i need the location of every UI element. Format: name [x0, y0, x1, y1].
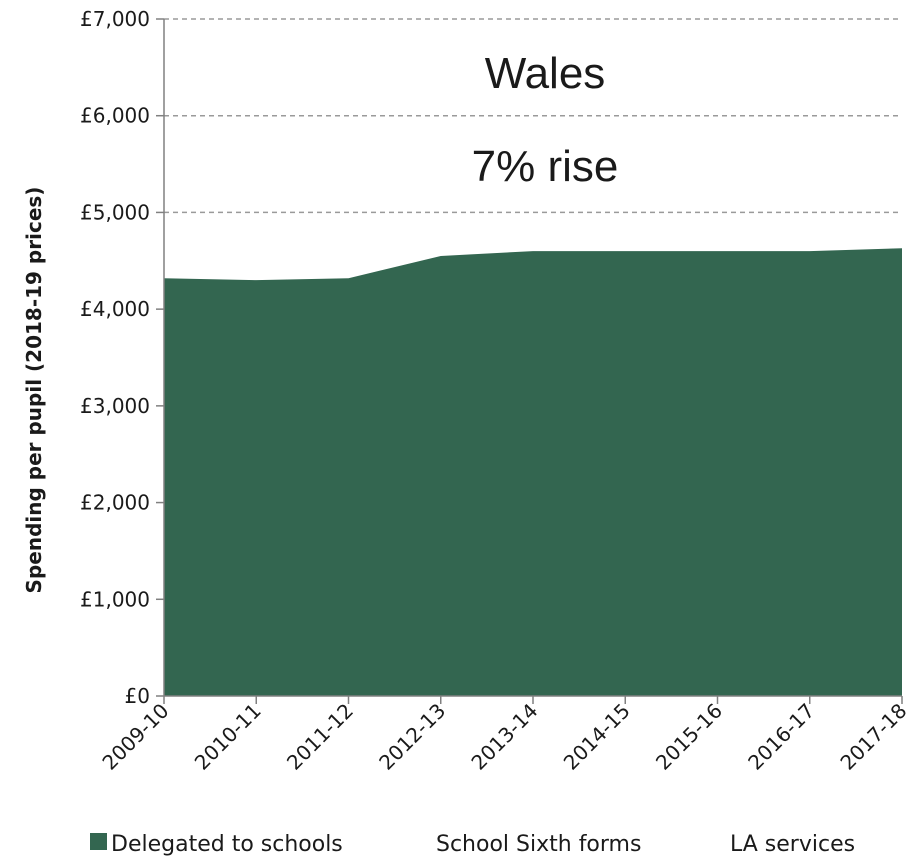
legend-swatch-la-services: [730, 833, 747, 850]
chart-annotation-region: Wales: [485, 49, 606, 98]
legend-label-delegated-to-schools: Delegated to schools: [111, 832, 343, 857]
y-axis-title: Spending per pupil (2018-19 prices): [22, 187, 46, 594]
x-tick-label: 2017-18: [835, 699, 911, 775]
y-ticks: £0 £1,000 £2,000 £3,000 £4,000 £5,000 £6,000 £7…: [80, 7, 164, 708]
x-tick-label: 2011-12: [282, 699, 358, 775]
legend-label-school-sixth-forms: School Sixth forms: [436, 832, 641, 857]
legend-swatch-school-sixth-forms: [436, 833, 453, 850]
legend-label-la-services: LA services: [730, 832, 855, 857]
y-tick-label: £7,000: [80, 7, 150, 31]
x-tick-label: 2012-13: [374, 699, 450, 775]
y-tick-label: £5,000: [80, 200, 150, 224]
x-tick-label: 2009-10: [97, 699, 173, 775]
x-tick-label: 2010-11: [190, 699, 266, 775]
x-tick-label: 2016-17: [743, 699, 819, 775]
x-tick-label: 2014-15: [559, 699, 635, 775]
x-tick-label: 2013-14: [466, 699, 542, 775]
chart-annotation-change: 7% rise: [472, 142, 619, 191]
y-tick-label: £0: [125, 684, 150, 708]
x-ticks: 2009-10 2010-11 2011-12 2012-13 2013-14 2014-…: [97, 696, 912, 775]
area-series: [164, 248, 902, 696]
y-tick-label: £6,000: [80, 104, 150, 128]
y-tick-label: £2,000: [80, 491, 150, 515]
y-tick-label: £4,000: [80, 297, 150, 321]
area-series-delegated-to-schools: [164, 248, 902, 696]
legend: Delegated to schools School Sixth forms LA…: [90, 832, 855, 857]
legend-swatch-delegated-to-schools: [90, 833, 107, 850]
x-tick-label: 2015-16: [651, 699, 727, 775]
y-tick-label: £3,000: [80, 394, 150, 418]
y-tick-label: £1,000: [80, 587, 150, 611]
